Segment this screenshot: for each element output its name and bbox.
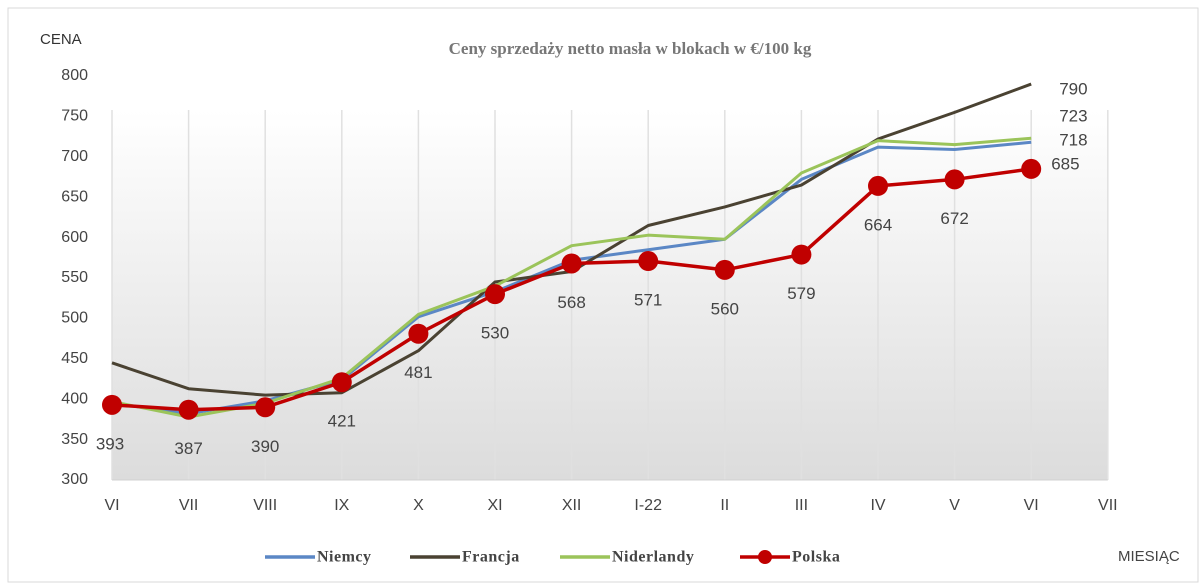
data-label: 579: [787, 284, 815, 303]
data-label: 723: [1059, 106, 1087, 125]
plot-background: [112, 110, 1107, 480]
y-tick-label: 350: [61, 431, 88, 448]
y-tick-label: 700: [61, 148, 88, 165]
data-label: 481: [404, 363, 432, 382]
data-label: 393: [96, 434, 124, 453]
data-label: 685: [1051, 154, 1079, 173]
marker: [331, 372, 352, 393]
y-tick-label: 550: [61, 269, 88, 286]
legend-label: Niemcy: [317, 549, 372, 566]
y-tick-label: 800: [61, 67, 88, 84]
x-tick-label: VI: [104, 497, 119, 514]
chart-title: Ceny sprzedaży netto masła w blokach w €…: [449, 39, 812, 58]
marker: [1021, 158, 1042, 179]
data-label: 560: [711, 299, 739, 318]
x-tick-label: VIII: [253, 497, 277, 514]
marker: [485, 284, 505, 305]
marker: [638, 251, 659, 272]
x-tick-label: IX: [334, 497, 349, 514]
legend-marker: [758, 550, 772, 564]
marker: [178, 399, 199, 420]
data-label: 571: [634, 291, 662, 310]
x-tick-label: VI: [1024, 497, 1039, 514]
marker: [408, 323, 429, 344]
y-tick-label: 750: [61, 108, 88, 125]
legend-label: Francja: [462, 549, 520, 566]
data-label: 664: [864, 215, 892, 234]
x-tick-label: VII: [1098, 497, 1118, 514]
x-axis-label: MIESIĄC: [1118, 548, 1180, 565]
marker: [791, 244, 812, 265]
marker: [255, 397, 276, 418]
y-tick-label: 650: [61, 188, 88, 205]
data-label: 387: [174, 439, 202, 458]
y-tick-label: 600: [61, 229, 88, 246]
x-tick-label: II: [720, 497, 729, 514]
x-tick-label: IV: [870, 497, 885, 514]
y-tick-label: 300: [61, 471, 88, 488]
data-label: 568: [557, 293, 585, 312]
x-tick-label: XII: [562, 497, 582, 514]
marker: [561, 253, 582, 274]
data-label: 390: [251, 437, 279, 456]
data-label: 672: [940, 209, 968, 228]
data-label: 718: [1059, 130, 1087, 149]
marker: [944, 169, 965, 190]
data-label: 530: [481, 324, 509, 343]
x-tick-label: V: [949, 497, 960, 514]
x-tick-label: X: [413, 497, 424, 514]
y-tick-label: 500: [61, 310, 88, 327]
x-tick-label: XI: [487, 497, 502, 514]
legend-label: Polska: [792, 549, 840, 566]
x-tick-label: VII: [179, 497, 199, 514]
marker: [868, 175, 888, 196]
marker: [714, 259, 735, 280]
x-tick-label: III: [795, 497, 808, 514]
y-axis-label: CENA: [40, 31, 82, 48]
y-tick-label: 450: [61, 350, 88, 367]
x-tick-label: I-22: [634, 497, 662, 514]
data-label: 421: [328, 412, 356, 431]
data-label: 790: [1059, 79, 1087, 98]
legend-label: Niderlandy: [612, 549, 694, 566]
marker: [102, 394, 122, 415]
y-tick-label: 400: [61, 390, 88, 407]
